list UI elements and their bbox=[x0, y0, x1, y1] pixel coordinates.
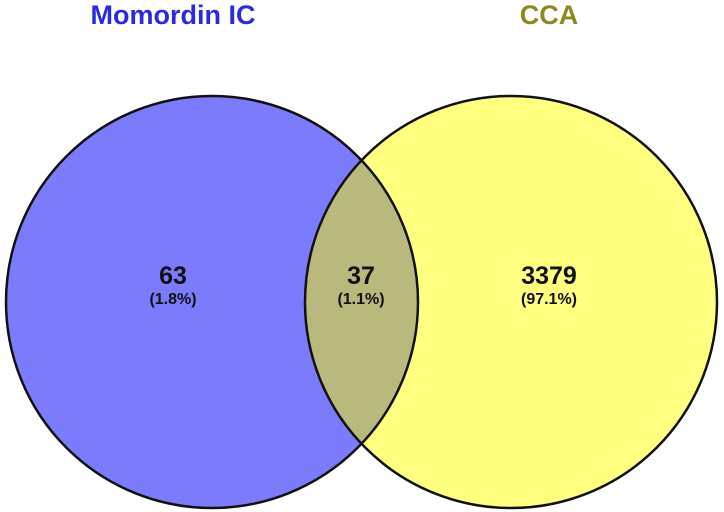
cca-outline bbox=[303, 94, 719, 510]
a-only-percent: (1.8%) bbox=[149, 291, 196, 308]
momordin-ic-outline bbox=[4, 94, 420, 510]
intersection-count: 37 bbox=[347, 262, 375, 290]
b-only-percent: (97.1%) bbox=[521, 291, 577, 308]
intersection-percent: (1.1%) bbox=[337, 291, 384, 308]
b-only-count: 3379 bbox=[521, 262, 577, 290]
cca-circle bbox=[305, 96, 717, 508]
momordin-ic-circle bbox=[6, 96, 418, 508]
a-only-count: 63 bbox=[159, 262, 187, 290]
momordin-ic-label: Momordin IC bbox=[91, 0, 256, 30]
cca-label: CCA bbox=[520, 0, 579, 30]
